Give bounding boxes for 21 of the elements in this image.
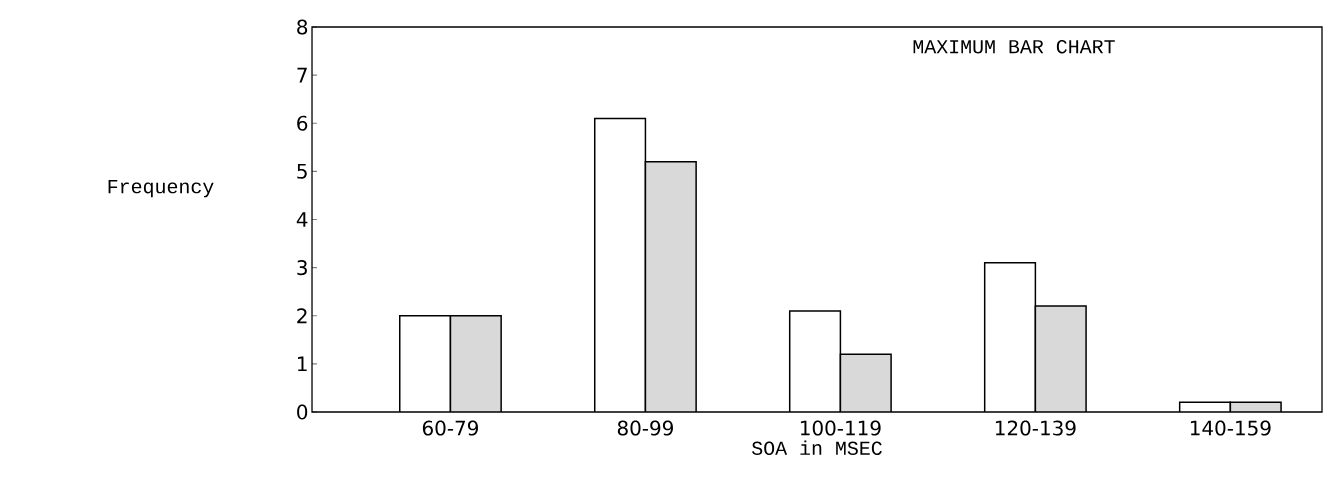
y-axis-title: Frequency: [108, 180, 214, 198]
x-tick-label: 100-119: [800, 420, 881, 436]
y-tick-label: 1: [298, 356, 307, 372]
x-tick-label: 60-79: [422, 420, 478, 436]
y-tick-label: 5: [297, 163, 307, 179]
y-tick-label: 4: [296, 212, 308, 227]
y-tick-label: 2: [297, 308, 307, 324]
bar: [449, 314, 502, 412]
bar: [839, 353, 892, 412]
x-tick-label: 120-139: [995, 420, 1076, 436]
x-tick-label: 80-99: [617, 420, 673, 436]
y-tick-label: 6: [297, 115, 308, 131]
x-tick-label: 140-159: [1190, 420, 1271, 436]
y-tick-label: 3: [297, 260, 307, 276]
bar: [644, 160, 697, 412]
chart-title: MAXIMUM BAR CHART: [913, 39, 1115, 54]
y-tick-label: 7: [297, 67, 307, 83]
y-tick-label: 0: [297, 404, 308, 420]
bar: [1034, 305, 1087, 412]
y-tick-label: 8: [297, 19, 308, 35]
x-axis-title: SOA in MSEC: [752, 440, 882, 456]
